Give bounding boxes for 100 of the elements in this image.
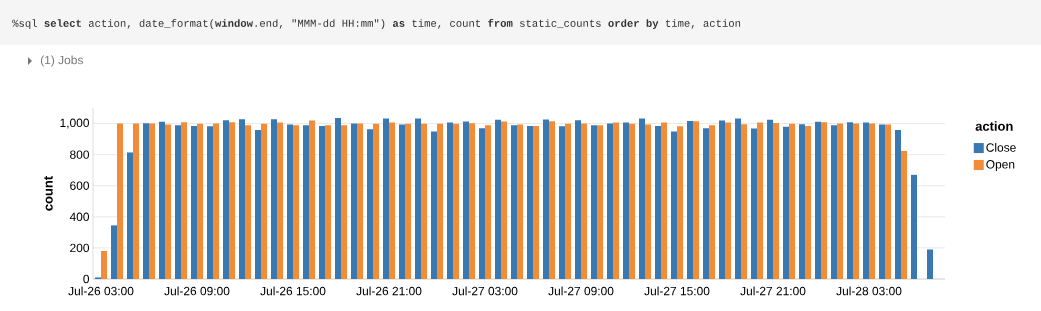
bar: [757, 122, 764, 279]
bar: [143, 123, 150, 279]
x-tick-label: Jul-27 21:00: [740, 286, 806, 296]
x-tick-label: Jul-28 03:00: [836, 286, 902, 296]
bar: [213, 123, 220, 279]
bar: [149, 123, 156, 279]
bar: [373, 123, 380, 279]
bar: [511, 125, 518, 279]
bar: [847, 122, 854, 279]
y-tick-label: 600: [70, 181, 90, 190]
x-tick-label: Jul-27 03:00: [452, 286, 518, 296]
y-axis-title: count: [44, 176, 53, 211]
bar: [479, 128, 486, 279]
bar: [127, 152, 134, 279]
bar: [229, 122, 236, 279]
bar: [111, 225, 118, 279]
bar: [597, 125, 604, 279]
bar: [245, 125, 252, 279]
bar: [357, 123, 364, 279]
bar: [661, 122, 668, 279]
bar: [175, 125, 182, 279]
bar: [287, 124, 294, 279]
bar: [101, 251, 108, 279]
bar: [271, 119, 278, 279]
bar: [901, 150, 908, 279]
bar: [735, 118, 742, 279]
bar: [629, 123, 636, 279]
bar: [319, 125, 326, 279]
y-tick-label: 200: [70, 243, 90, 253]
bar: [447, 122, 454, 279]
bar: [533, 125, 540, 279]
legend-title: action: [975, 121, 1013, 131]
bar: [527, 125, 534, 279]
bar: [927, 249, 934, 279]
bar: [751, 128, 758, 279]
bar: [335, 117, 342, 279]
bar: [181, 122, 188, 279]
bar: [191, 125, 198, 279]
bar: [655, 125, 662, 279]
bar: [293, 125, 300, 279]
legend-label: Close: [986, 142, 1016, 152]
bar: [255, 129, 262, 279]
bar: [837, 123, 844, 279]
bar: [431, 131, 438, 279]
bar: [117, 123, 124, 279]
x-tick-label: Jul-27 15:00: [644, 286, 710, 296]
y-tick-label: 1,000: [60, 118, 90, 129]
bar: [591, 125, 598, 279]
bar: [399, 124, 406, 279]
bar: [549, 121, 556, 279]
bar: [821, 122, 828, 279]
bar: [725, 122, 732, 279]
bar: [421, 123, 428, 279]
bar: [709, 125, 716, 279]
bar: [671, 131, 678, 279]
x-tick-label: Jul-27 09:00: [548, 286, 614, 296]
bar: [133, 123, 140, 279]
bar: [495, 119, 502, 279]
bar: [261, 123, 268, 279]
bar: [559, 126, 566, 279]
bar: [911, 174, 918, 279]
bar: [607, 123, 614, 279]
bar: [341, 125, 348, 279]
bar: [693, 121, 700, 279]
x-tick-label: Jul-26 15:00: [260, 286, 326, 296]
bar: [207, 126, 214, 279]
bar: [869, 123, 876, 279]
bar: [885, 124, 892, 279]
bar: [783, 126, 790, 279]
bar: [325, 125, 332, 279]
y-tick-label: 0: [83, 274, 90, 284]
bar: [741, 124, 748, 279]
bar: [485, 125, 492, 279]
x-tick-label: Jul-26 21:00: [356, 286, 422, 296]
bar: [197, 123, 204, 279]
text: (1) Jobs: [40, 55, 83, 67]
bar: [415, 118, 422, 279]
bar: [389, 122, 396, 279]
bar: [703, 128, 710, 279]
bar: [639, 118, 646, 279]
bar: [437, 123, 444, 279]
bar: [879, 124, 886, 279]
bar: [581, 123, 588, 279]
bar: [405, 123, 412, 279]
bar: [645, 124, 652, 279]
bar: [383, 118, 390, 279]
x-tick-label: Jul-26 09:00: [164, 286, 230, 296]
bar: [277, 122, 284, 279]
bar: [309, 120, 316, 279]
bar: [895, 129, 902, 279]
bar: [517, 124, 524, 279]
bar: [767, 119, 774, 279]
bar: [303, 125, 310, 279]
bar: [351, 123, 358, 279]
bar: [853, 123, 860, 279]
bar: [677, 126, 684, 279]
y-tick-label: 800: [70, 150, 90, 159]
bar: [367, 129, 374, 279]
bar: [773, 122, 780, 279]
bar: [165, 124, 172, 279]
